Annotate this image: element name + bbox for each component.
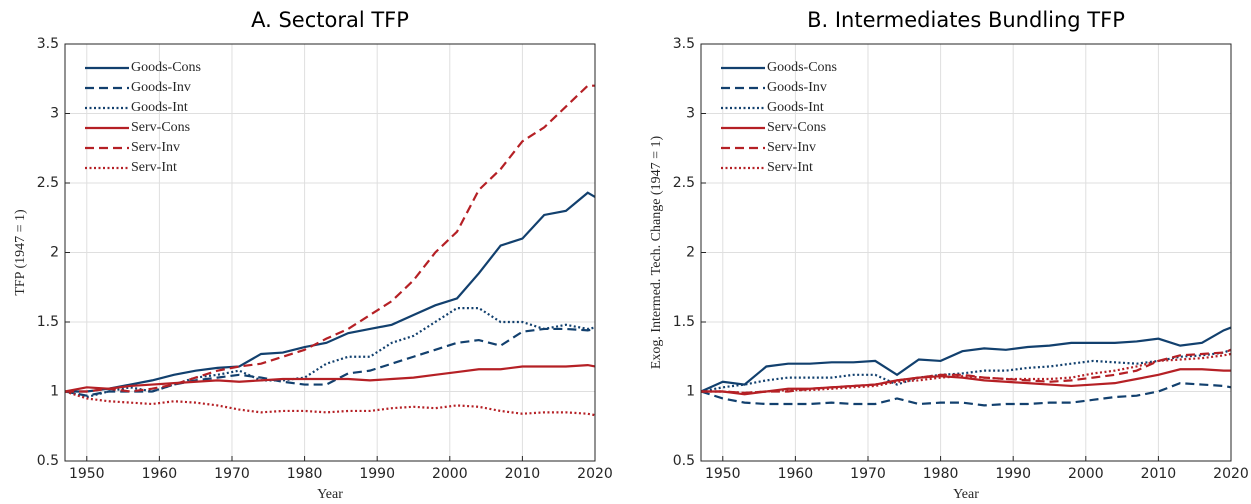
series-line [64,363,596,393]
series-line [701,368,1231,396]
x-tick-label: 1980 [923,466,959,482]
legend-label: Goods-Cons [131,60,201,75]
x-tick-label: 1970 [850,466,886,482]
legend-label: Serv-Cons [131,120,190,135]
x-tick-label: 1950 [705,466,741,482]
y-tick-label: 1.5 [673,314,695,330]
x-tick-label: 2020 [577,466,613,482]
y-tick-label: 3 [50,106,59,122]
legend-label: Goods-Int [767,100,824,115]
legend-label: Goods-Int [131,100,188,115]
legend-label: Goods-Inv [767,80,827,95]
legend-label: Goods-Inv [131,80,191,95]
x-tick-label: 1990 [995,466,1031,482]
series-line [701,352,1232,394]
x-tick-label: 1970 [214,466,250,482]
y-tick-label: 1 [50,384,59,400]
y-tick-label: 1 [686,384,695,400]
legend-label: Serv-Int [767,160,813,175]
y-tick-label: 0.5 [37,453,59,469]
series-line [700,326,1232,393]
legend-label: Serv-Inv [131,140,180,155]
x-tick-label: 1990 [359,466,395,482]
series-line [65,84,595,393]
x-tick-label: 2010 [1141,466,1177,482]
x-tick-label: 2010 [505,466,541,482]
legend-label: Goods-Cons [767,60,837,75]
chart-title: A. Sectoral TFP [251,8,409,32]
y-axis-label: Exog. Intermed. Tech. Change (1947 = 1) [649,136,664,370]
x-tick-label: 1960 [142,466,178,482]
y-tick-label: 3.5 [673,36,695,52]
x-axis-label: Year [953,487,979,502]
x-tick-label: 1950 [69,466,105,482]
x-tick-label: 2000 [1068,466,1104,482]
axes-box [64,43,596,462]
y-tick-label: 1.5 [37,314,59,330]
panel: 0.5 1 1.5 2 2.5 3 3.5 1950 1960 1970 1980 1990 2000 2… [13,8,613,502]
legend-label: Serv-Int [131,160,177,175]
y-tick-label: 2 [50,245,59,261]
x-axis-label: Year [317,487,343,502]
x-tick-label: 1960 [778,466,814,482]
series-line [700,382,1232,407]
series-line [64,327,596,397]
y-tick-label: 2.5 [37,175,59,191]
y-tick-label: 2.5 [673,175,695,191]
y-tick-label: 3 [686,106,695,122]
legend-label: Serv-Inv [767,140,816,155]
y-tick-label: 2 [686,245,695,261]
x-tick-label: 2020 [1213,466,1249,482]
chart-title: B. Intermediates Bundling TFP [807,8,1125,32]
series-line [65,191,596,393]
y-tick-label: 0.5 [673,453,695,469]
series-line [64,390,596,417]
y-tick-label: 3.5 [37,36,59,52]
panel: 0.5 1 1.5 2 2.5 3 3.5 1950 1960 1970 1980 1990 2000 2… [649,8,1249,502]
legend-label: Serv-Cons [767,120,826,135]
series-line [64,307,596,399]
axes-box [700,43,1232,462]
y-axis-label: TFP (1947 = 1) [13,209,28,296]
x-tick-label: 2000 [432,466,468,482]
x-tick-label: 1980 [287,466,323,482]
